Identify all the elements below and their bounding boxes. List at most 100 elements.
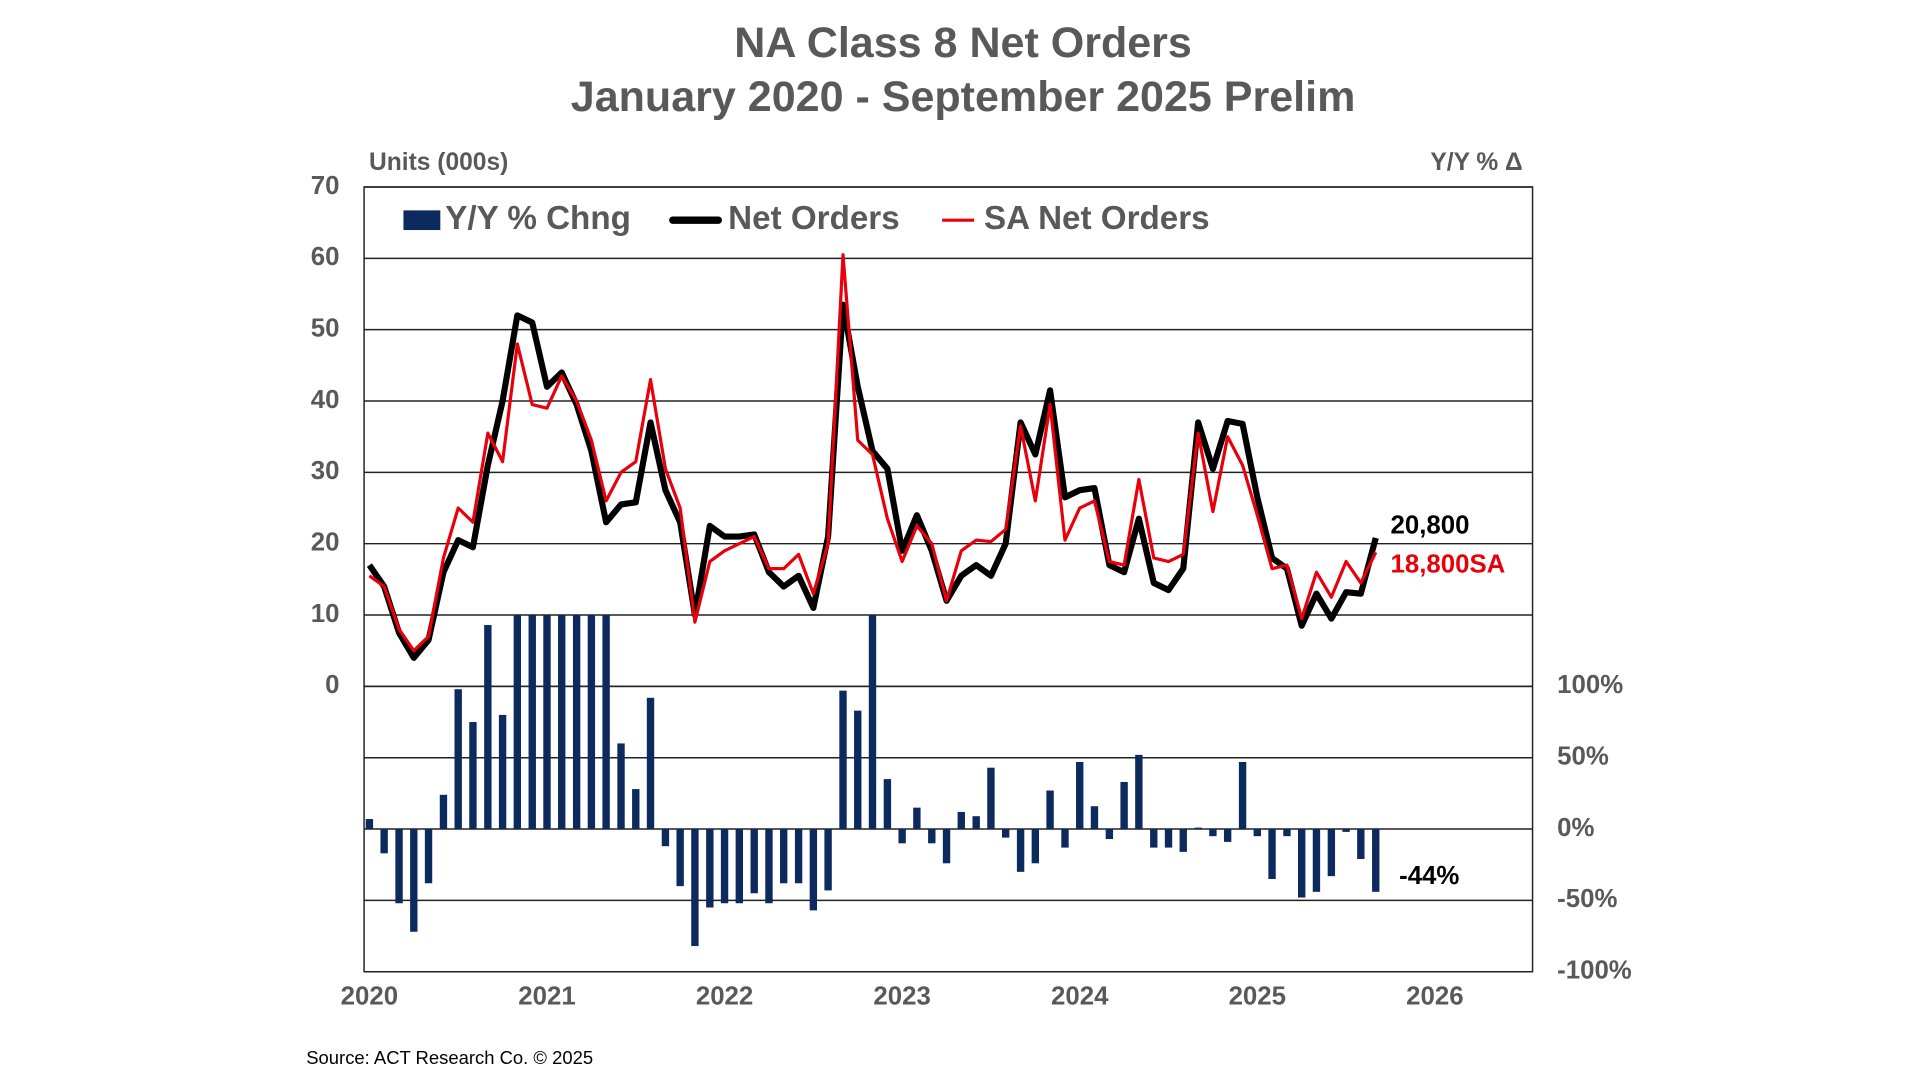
bar [1061, 829, 1069, 848]
bar [1001, 829, 1010, 838]
x-tick-label: 2025 [1229, 982, 1286, 1010]
bar [424, 829, 433, 884]
bar [587, 615, 596, 830]
y2-tick-label: 100% [1557, 671, 1623, 699]
chart-title: NA Class 8 Net Orders [734, 19, 1192, 67]
bar [498, 714, 507, 830]
bar [632, 789, 640, 830]
y-tick-label: 10 [311, 600, 340, 628]
y2-tick-label: 50% [1557, 743, 1609, 771]
bar [913, 807, 921, 830]
bar [987, 767, 995, 830]
bar [1031, 829, 1040, 864]
bar [780, 829, 788, 884]
bar [365, 819, 374, 830]
bar [484, 625, 492, 830]
end-label: -44% [1399, 862, 1459, 890]
bar [1179, 829, 1187, 852]
bar [439, 794, 448, 830]
bar [691, 829, 699, 947]
y2-tick-label: 0% [1557, 814, 1594, 842]
bar [750, 829, 758, 894]
bar [735, 829, 743, 904]
end-label: 18,800SA [1391, 551, 1506, 579]
bar [558, 615, 566, 830]
bar [1164, 829, 1173, 848]
bar [1298, 829, 1306, 898]
bar [513, 615, 522, 830]
bar [1194, 827, 1202, 830]
bar [528, 615, 536, 830]
bar [572, 615, 581, 830]
bar [972, 816, 980, 830]
legend-swatch [403, 210, 441, 231]
y-tick-label: 0 [325, 671, 339, 699]
bar [1209, 829, 1217, 837]
bar [1327, 829, 1336, 877]
bar [706, 829, 714, 908]
legend-label: Net Orders [728, 200, 900, 237]
bar [1150, 829, 1158, 848]
y-axis-label: Units (000s) [369, 149, 508, 176]
x-tick-label: 2024 [1051, 982, 1109, 1010]
bar [1090, 806, 1099, 830]
bar [1357, 829, 1365, 860]
bar [661, 829, 670, 847]
x-tick-label: 2022 [696, 982, 753, 1010]
line [366, 301, 1379, 661]
bar [1016, 829, 1025, 872]
bar [720, 829, 729, 904]
y-tick-label: 30 [311, 457, 340, 485]
bar [765, 829, 773, 904]
bar [1342, 829, 1350, 832]
y2-tick-label: -100% [1557, 957, 1632, 985]
bar [898, 829, 906, 844]
bar [1312, 829, 1321, 892]
bar [1238, 761, 1247, 830]
legend-label: SA Net Orders [984, 200, 1210, 237]
bar [1076, 761, 1084, 830]
y-tick-label: 60 [311, 243, 340, 271]
end-label: 20,800 [1391, 512, 1470, 540]
y-tick-label: 40 [311, 386, 340, 414]
bar [1372, 829, 1380, 892]
bar [602, 615, 610, 830]
y-tick-label: 70 [311, 172, 340, 200]
x-tick-label: 2023 [873, 982, 930, 1010]
y2-axis-label: Y/Y % Δ [1430, 149, 1522, 176]
chart-subtitle: January 2020 - September 2025 Prelim [571, 73, 1356, 121]
bar [1253, 829, 1261, 837]
bar [380, 829, 388, 854]
x-tick-label: 2026 [1406, 982, 1463, 1010]
bar [942, 829, 951, 864]
bar [1268, 829, 1276, 879]
bar [454, 689, 462, 830]
line [368, 253, 1378, 653]
bar [824, 829, 832, 891]
bar [1046, 790, 1054, 830]
bar [809, 829, 818, 911]
bar [1105, 829, 1114, 840]
x-tick-label: 2020 [341, 982, 398, 1010]
legend-label: Y/Y % Chng [445, 200, 631, 237]
bar [1120, 781, 1128, 830]
bar [883, 779, 892, 830]
bar [543, 615, 551, 830]
bar [928, 829, 936, 844]
x-tick-label: 2021 [518, 982, 575, 1010]
bar [1283, 829, 1291, 837]
bar [1223, 829, 1232, 842]
y2-tick-label: -50% [1557, 885, 1617, 913]
bar [646, 697, 655, 830]
source-note: Source: ACT Research Co. © 2025 [306, 1047, 593, 1068]
bar [410, 829, 418, 932]
bar [794, 829, 803, 884]
bar [617, 743, 625, 830]
bar [957, 811, 965, 830]
y-tick-label: 20 [311, 529, 340, 557]
bar [868, 615, 877, 830]
bar [395, 829, 403, 904]
bar [854, 710, 862, 830]
